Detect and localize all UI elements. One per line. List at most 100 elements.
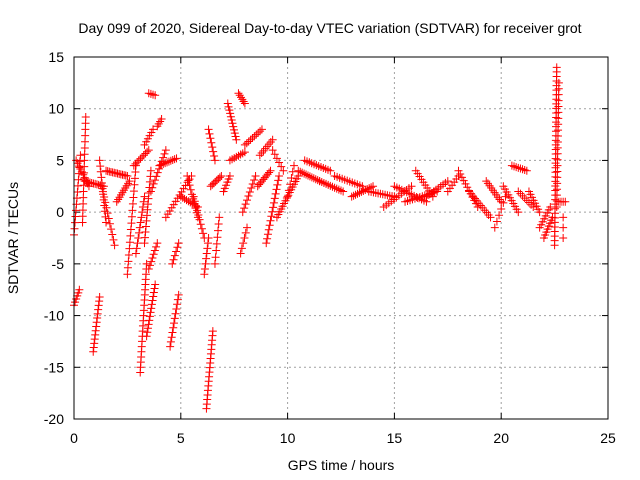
data-point	[125, 177, 134, 186]
data-point	[507, 161, 516, 170]
data-point	[204, 125, 213, 134]
data-point	[103, 209, 112, 218]
data-point	[131, 249, 140, 258]
data-point	[123, 270, 132, 279]
data-point	[514, 208, 523, 217]
data-point	[272, 185, 281, 194]
data-point	[210, 259, 219, 268]
data-point	[215, 173, 224, 182]
data-point	[499, 198, 508, 207]
data-point	[125, 238, 134, 247]
data-point	[197, 224, 206, 233]
data-point	[214, 226, 223, 235]
data-point	[266, 216, 275, 225]
data-point	[244, 137, 253, 146]
data-point	[225, 106, 234, 115]
data-point	[161, 146, 170, 155]
data-point	[294, 166, 303, 175]
data-point	[238, 208, 247, 217]
data-point	[330, 183, 339, 192]
data-point	[142, 332, 151, 341]
data-point	[160, 149, 169, 158]
data-point	[456, 170, 465, 179]
data-point	[138, 202, 147, 211]
data-point	[269, 198, 278, 207]
data-point	[263, 234, 272, 243]
data-point	[205, 129, 214, 138]
data-point	[127, 212, 136, 221]
data-point	[172, 154, 181, 163]
data-point	[133, 158, 142, 167]
data-point	[166, 342, 175, 351]
data-point	[130, 180, 139, 189]
data-point	[144, 146, 153, 155]
data-point	[488, 186, 497, 195]
data-point	[150, 176, 159, 185]
data-point	[147, 257, 156, 266]
data-point	[145, 312, 154, 321]
data-point	[239, 239, 248, 248]
data-point	[263, 142, 272, 151]
data-point	[264, 225, 273, 234]
data-point	[102, 218, 111, 227]
data-point	[520, 194, 529, 203]
data-point	[284, 186, 293, 195]
data-point	[165, 206, 174, 215]
data-point	[516, 164, 525, 173]
data-point	[150, 246, 159, 255]
data-point	[136, 154, 145, 163]
data-point	[95, 156, 104, 165]
data-point	[166, 337, 175, 346]
data-point	[95, 292, 104, 301]
data-point	[309, 174, 318, 183]
data-point	[269, 203, 278, 212]
y-tick-label: -20	[44, 411, 64, 427]
y-tick-label: 5	[56, 152, 64, 168]
data-point	[248, 134, 257, 143]
data-point	[209, 147, 218, 156]
data-point	[100, 201, 109, 210]
data-point	[150, 284, 159, 293]
data-point	[454, 166, 463, 175]
data-point	[270, 150, 279, 159]
data-point	[168, 328, 177, 337]
data-point	[139, 197, 148, 206]
data-point	[237, 244, 246, 253]
data-point	[317, 178, 326, 187]
data-point	[241, 228, 250, 237]
data-point	[287, 174, 296, 183]
data-point	[129, 187, 138, 196]
data-point	[185, 181, 194, 190]
data-point	[123, 171, 132, 180]
data-point	[351, 190, 360, 199]
data-point	[326, 181, 335, 190]
data-point	[227, 115, 236, 124]
data-point	[195, 215, 204, 224]
data-point	[104, 214, 113, 223]
data-point	[161, 213, 170, 222]
data-point	[110, 241, 119, 250]
data-point	[148, 253, 157, 262]
data-point	[140, 192, 149, 201]
data-point	[100, 193, 109, 202]
data-point	[144, 89, 153, 98]
data-point	[457, 173, 466, 182]
data-point	[559, 234, 568, 242]
data-point	[201, 259, 210, 268]
data-point	[125, 244, 134, 253]
data-point	[203, 239, 212, 248]
data-point	[142, 259, 151, 268]
data-point	[495, 211, 504, 220]
data-point	[81, 112, 90, 121]
y-tick-label: -5	[52, 256, 65, 272]
data-point	[347, 192, 356, 201]
data-point	[163, 210, 172, 219]
data-point	[98, 187, 107, 196]
data-point	[357, 187, 366, 196]
data-point	[145, 316, 154, 325]
data-point	[240, 140, 249, 149]
data-point	[337, 186, 345, 195]
data-point	[240, 99, 249, 108]
data-point	[244, 192, 253, 201]
data-point	[353, 189, 362, 198]
